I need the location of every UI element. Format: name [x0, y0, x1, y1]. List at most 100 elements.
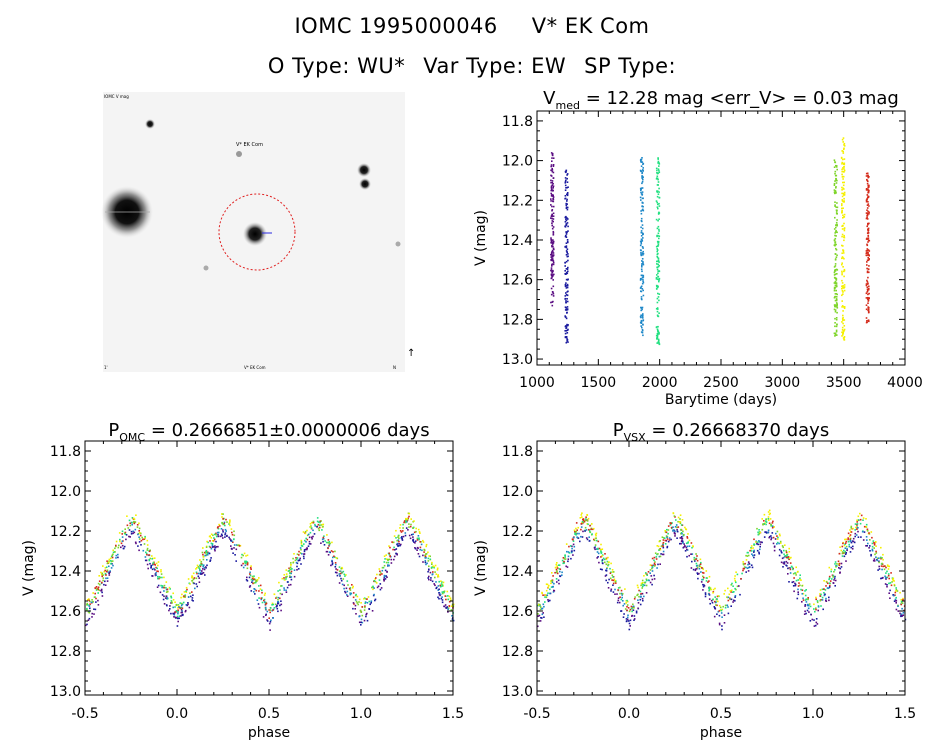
data-point — [594, 533, 597, 536]
data-point — [773, 546, 776, 548]
data-point — [761, 518, 763, 520]
data-point — [296, 565, 298, 568]
data-point — [567, 341, 569, 343]
data-point — [642, 233, 644, 236]
data-point — [640, 231, 643, 234]
data-point — [771, 526, 774, 529]
data-point — [732, 601, 734, 603]
data-point — [566, 339, 569, 341]
data-point — [656, 206, 659, 208]
data-point — [886, 570, 888, 573]
data-point — [779, 534, 781, 537]
data-point — [135, 542, 137, 545]
data-point — [413, 531, 416, 534]
data-point — [657, 242, 660, 244]
data-point — [221, 513, 223, 515]
data-point — [246, 562, 249, 564]
data-point — [145, 559, 148, 562]
data-point — [89, 603, 91, 605]
data-point — [195, 583, 198, 585]
data-point — [280, 603, 283, 606]
data-point — [597, 548, 599, 551]
data-point — [843, 275, 845, 278]
data-point — [843, 222, 845, 225]
data-point — [651, 566, 654, 568]
data-point — [326, 534, 328, 536]
data-point — [658, 163, 661, 165]
data-point — [175, 604, 178, 606]
data-point — [621, 596, 623, 599]
data-point — [552, 187, 554, 189]
data-point — [763, 520, 765, 522]
data-point — [138, 536, 140, 538]
data-point — [612, 584, 614, 586]
data-point — [817, 609, 819, 612]
data-point — [841, 321, 843, 323]
data-point — [843, 197, 845, 200]
data-point — [374, 599, 376, 602]
data-point — [643, 581, 646, 584]
data-point — [758, 529, 760, 531]
data-point — [551, 227, 554, 230]
data-point — [547, 599, 549, 601]
data-point — [273, 607, 276, 609]
data-point — [398, 534, 400, 537]
data-point — [612, 571, 615, 573]
data-point — [402, 523, 404, 526]
data-point — [695, 562, 698, 565]
data-point — [639, 244, 642, 247]
data-point — [617, 587, 620, 589]
data-point — [380, 587, 383, 589]
data-point — [180, 608, 183, 611]
data-point — [578, 532, 580, 535]
data-point — [438, 580, 440, 583]
data-point — [702, 583, 704, 586]
data-point — [344, 575, 346, 577]
data-point — [765, 523, 767, 526]
data-point — [834, 325, 836, 328]
data-point — [418, 555, 421, 558]
data-point — [841, 545, 844, 548]
data-point — [828, 586, 831, 588]
data-point — [629, 619, 632, 622]
data-point — [626, 600, 629, 603]
data-point — [331, 559, 333, 562]
data-point — [566, 312, 568, 314]
data-point — [841, 189, 843, 191]
data-point — [867, 300, 870, 302]
data-point — [735, 588, 737, 591]
data-point — [679, 537, 682, 539]
data-point — [855, 526, 857, 529]
data-point — [804, 605, 806, 607]
data-point — [638, 589, 640, 592]
data-point — [340, 577, 342, 580]
data-point — [334, 550, 336, 553]
data-point — [249, 585, 252, 587]
data-point — [866, 179, 869, 182]
data-point — [88, 605, 91, 607]
data-point — [639, 596, 642, 598]
data-point — [104, 567, 107, 569]
data-point — [640, 199, 642, 201]
data-point — [654, 561, 656, 563]
data-point — [833, 282, 836, 284]
data-point — [149, 557, 152, 560]
data-point — [134, 541, 137, 544]
data-point — [658, 230, 660, 232]
data-point — [835, 224, 837, 226]
data-point — [828, 582, 831, 584]
data-point — [222, 517, 224, 520]
data-point — [633, 618, 636, 620]
finder-star — [357, 163, 371, 177]
data-point — [123, 545, 126, 548]
data-point — [747, 554, 750, 557]
data-point — [443, 591, 445, 594]
data-point — [203, 568, 206, 571]
data-point — [603, 558, 606, 561]
data-point — [187, 602, 189, 604]
data-point — [657, 272, 659, 275]
data-point — [555, 578, 558, 580]
data-point — [566, 340, 568, 342]
data-point — [834, 569, 836, 571]
data-point — [552, 200, 555, 203]
